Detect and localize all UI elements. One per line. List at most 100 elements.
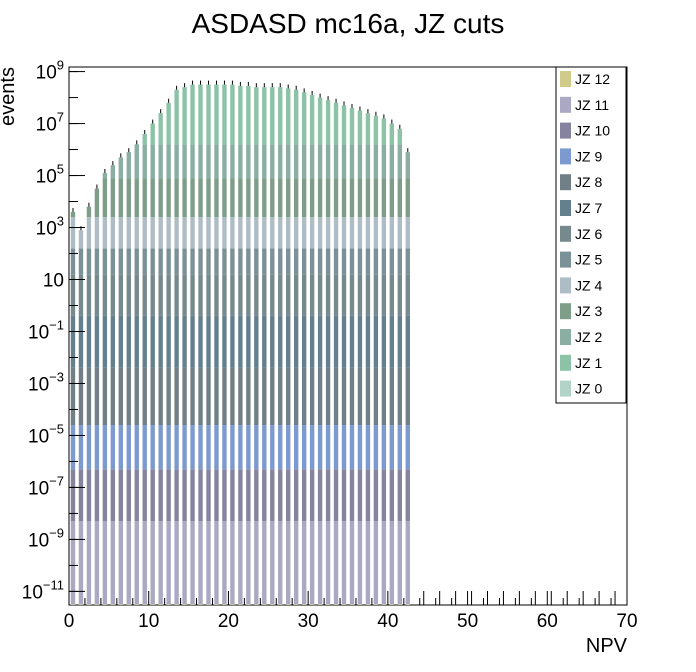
x-tick-label: 0 <box>64 611 75 632</box>
bar-segment <box>134 178 139 218</box>
bar-segment <box>222 217 227 249</box>
bar-segment <box>278 87 283 145</box>
bars-group <box>70 80 616 605</box>
bar-segment <box>150 274 155 316</box>
bar-segment <box>134 521 139 605</box>
bar-segment <box>142 425 147 470</box>
x-tick-label: 30 <box>298 611 319 632</box>
bar-segment <box>94 274 100 316</box>
bar-segment <box>102 521 108 605</box>
bar-segment <box>158 274 163 316</box>
bar-segment <box>341 248 347 275</box>
bar-segment <box>254 144 259 179</box>
bar-segment <box>246 274 251 316</box>
bar-stack-36 <box>357 106 363 605</box>
bar-segment <box>333 144 339 179</box>
bar-segment <box>373 521 379 605</box>
bar-segment <box>309 248 315 275</box>
bar-segment <box>190 217 195 249</box>
bar-segment <box>341 217 347 249</box>
bar-segment <box>102 274 108 316</box>
bar-segment <box>238 315 243 368</box>
bar-segment <box>174 425 179 470</box>
bar-segment <box>365 521 371 605</box>
bar-segment <box>278 604 283 605</box>
bar-segment <box>333 367 339 426</box>
bar-segment <box>238 604 243 605</box>
bar-stack-20 <box>230 80 235 605</box>
legend-swatch <box>560 174 571 191</box>
bar-segment <box>341 521 347 605</box>
bar-segment <box>142 274 147 316</box>
bar-segment <box>262 315 267 368</box>
y-tick-label: 10−5 <box>28 421 64 447</box>
bar-segment <box>150 367 155 426</box>
bar-segment <box>246 425 251 470</box>
bar-segment <box>78 425 84 470</box>
bar-segment <box>405 217 410 249</box>
bar-segment <box>94 248 100 275</box>
bar-segment <box>230 425 235 470</box>
y-tick-label: 10−11 <box>22 577 64 603</box>
bar-segment <box>317 144 323 179</box>
bar-segment <box>110 178 116 218</box>
bar-segment <box>365 178 371 218</box>
bar-segment <box>349 425 355 470</box>
bar-segment <box>166 521 171 605</box>
bar-stack-41 <box>397 124 402 605</box>
bar-stack-26 <box>278 83 283 605</box>
bar-segment <box>301 521 307 605</box>
bar-segment <box>373 274 379 316</box>
bar-segment <box>333 248 339 275</box>
bar-segment <box>134 274 139 316</box>
bar-segment <box>166 469 171 522</box>
bar-segment <box>278 217 283 249</box>
bar-segment <box>254 87 259 145</box>
bar-segment <box>238 425 243 470</box>
bar-segment <box>102 248 108 275</box>
bar-stack-17 <box>206 80 211 605</box>
bar-segment <box>158 521 163 605</box>
bar-stack-31 <box>317 93 323 605</box>
legend-label: JZ 11 <box>575 97 609 113</box>
bar-segment <box>78 367 84 426</box>
bar-segment <box>174 217 179 249</box>
bar-segment <box>222 274 227 316</box>
bar-segment <box>254 425 259 470</box>
bar-segment <box>293 248 299 275</box>
bar-segment <box>254 178 259 218</box>
bar-segment <box>102 367 108 426</box>
legend-swatch <box>560 380 571 397</box>
bar-segment <box>166 144 171 179</box>
bar-segment <box>309 521 315 605</box>
bar-segment <box>341 604 347 605</box>
bar-stack-0 <box>70 207 76 605</box>
bar-segment <box>349 604 355 605</box>
bar-segment <box>118 178 123 218</box>
bar-segment <box>278 315 283 368</box>
bar-segment <box>349 367 355 426</box>
y-tick-label: 10−1 <box>28 317 64 343</box>
bar-segment <box>182 469 187 522</box>
bar-segment <box>381 217 387 249</box>
bar-segment <box>142 178 147 218</box>
bar-segment <box>70 425 76 470</box>
bar-segment <box>70 217 76 249</box>
bar-segment <box>317 248 323 275</box>
bar-segment <box>349 217 355 249</box>
y-tick-label: 10−9 <box>28 525 64 551</box>
bar-segment <box>246 248 251 275</box>
bar-segment <box>262 469 267 522</box>
bar-segment <box>309 144 315 179</box>
bar-segment <box>333 469 339 522</box>
bar-segment <box>286 469 291 522</box>
bar-segment <box>389 469 395 522</box>
bar-segment <box>286 274 291 316</box>
bar-segment <box>349 521 355 605</box>
legend-label: JZ 3 <box>575 303 602 319</box>
bar-segment <box>198 248 203 275</box>
bar-segment <box>118 604 123 605</box>
bar-segment <box>126 315 131 368</box>
bar-segment <box>333 102 339 145</box>
bar-segment <box>110 248 116 275</box>
